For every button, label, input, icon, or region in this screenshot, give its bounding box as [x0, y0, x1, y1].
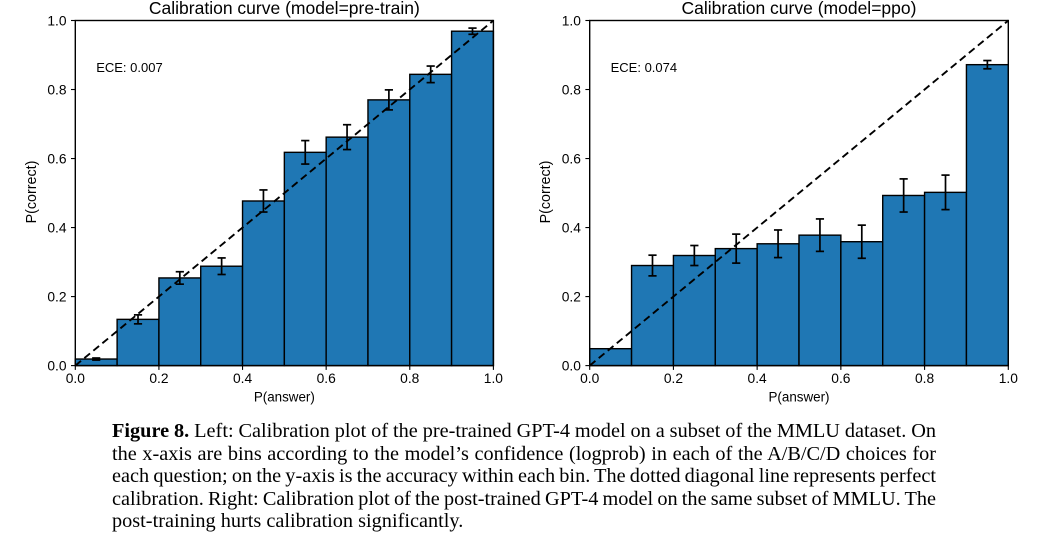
svg-text:0.8: 0.8 — [400, 371, 420, 386]
svg-text:1.0: 1.0 — [484, 371, 504, 386]
svg-text:0.2: 0.2 — [562, 289, 581, 304]
svg-text:P(answer): P(answer) — [254, 389, 315, 404]
svg-text:0.4: 0.4 — [562, 220, 582, 235]
svg-text:0.4: 0.4 — [233, 371, 253, 386]
svg-text:0.2: 0.2 — [664, 371, 683, 386]
svg-text:0.8: 0.8 — [562, 82, 582, 97]
svg-text:1.0: 1.0 — [999, 371, 1019, 386]
svg-text:P(correct): P(correct) — [538, 161, 554, 224]
svg-text:1.0: 1.0 — [562, 13, 582, 28]
svg-text:0.6: 0.6 — [47, 151, 67, 166]
svg-text:0.4: 0.4 — [47, 220, 67, 235]
svg-text:0.2: 0.2 — [47, 289, 66, 304]
svg-text:ECE: 0.007: ECE: 0.007 — [96, 60, 163, 75]
svg-text:P(correct): P(correct) — [24, 161, 40, 224]
svg-text:0.0: 0.0 — [47, 359, 67, 374]
svg-text:0.8: 0.8 — [915, 371, 935, 386]
svg-text:0.2: 0.2 — [149, 371, 168, 386]
svg-text:0.4: 0.4 — [748, 371, 768, 386]
svg-text:1.0: 1.0 — [47, 13, 67, 28]
svg-text:0.6: 0.6 — [317, 371, 337, 386]
svg-text:ECE: 0.074: ECE: 0.074 — [611, 60, 678, 75]
svg-text:P(answer): P(answer) — [768, 389, 829, 404]
svg-text:Calibration curve (model=ppo): Calibration curve (model=ppo) — [682, 0, 917, 18]
svg-text:0.6: 0.6 — [562, 151, 582, 166]
svg-text:0.0: 0.0 — [562, 359, 582, 374]
svg-text:0.0: 0.0 — [66, 371, 86, 386]
svg-text:0.0: 0.0 — [580, 371, 600, 386]
svg-text:0.8: 0.8 — [47, 82, 67, 97]
svg-text:0.6: 0.6 — [831, 371, 851, 386]
svg-text:Calibration curve (model=pre-t: Calibration curve (model=pre-train) — [149, 0, 420, 18]
